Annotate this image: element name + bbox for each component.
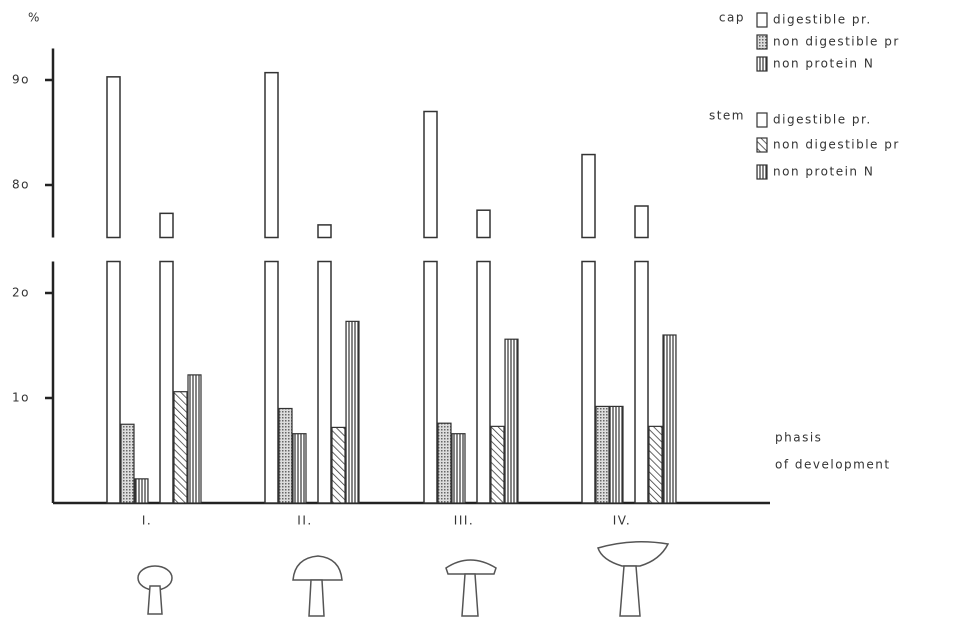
bar (649, 426, 662, 503)
bar (346, 321, 359, 503)
mushroom-icons (138, 542, 668, 616)
legend-swatch (757, 113, 767, 127)
y-tick-label: 2o (12, 286, 30, 300)
bar-lower-part (424, 262, 437, 504)
bar (596, 406, 609, 503)
legend-swatch (757, 35, 767, 49)
legend-swatch (757, 138, 767, 152)
bar (279, 409, 292, 504)
legend-label: non digestible pr (773, 138, 900, 152)
legend-group: cap (719, 11, 745, 25)
chart: % phasis of development 1o 2o 8o 9o I. II. III… (0, 0, 970, 621)
bar (505, 339, 518, 503)
x-tick-label: II. (297, 514, 312, 528)
bar (582, 155, 595, 238)
bar (477, 210, 490, 237)
bar-lower-part (160, 262, 173, 504)
bar-lower-part (107, 262, 120, 504)
bar (174, 392, 187, 503)
legend-swatch (757, 57, 767, 71)
bar-lower-part (318, 262, 331, 504)
bar (424, 112, 437, 238)
bar (491, 426, 504, 503)
bar (610, 406, 623, 503)
legend-swatch (757, 165, 767, 179)
y-tick-label: 1o (12, 391, 30, 405)
bar-lower-part (265, 262, 278, 504)
x-tick-label: III. (454, 514, 474, 528)
legend-label: digestible pr. (773, 13, 872, 27)
bar (438, 423, 451, 503)
bar (121, 424, 134, 503)
legend-swatch (757, 13, 767, 27)
bar (318, 225, 331, 238)
x-tick-label: I. (142, 514, 152, 528)
legend-label: non protein N (773, 165, 874, 179)
bar (332, 427, 345, 503)
bar (188, 375, 201, 503)
x-axis-label: phasis (775, 431, 822, 445)
y-tick-label: 9o (12, 73, 30, 87)
legend-label: non protein N (773, 57, 874, 71)
x-axis-label: of development (775, 458, 891, 472)
bar (107, 77, 120, 238)
bar-lower-part (582, 262, 595, 504)
bar (635, 206, 648, 238)
bar (265, 73, 278, 238)
bar (160, 213, 173, 237)
legend-group: stem (709, 109, 745, 123)
bar (135, 479, 148, 503)
x-tick-label: IV. (613, 514, 632, 528)
y-tick-label: 8o (12, 178, 30, 192)
y-axis-label: % (28, 11, 41, 25)
bar (663, 335, 676, 503)
bar-lower-part (635, 262, 648, 504)
bar (293, 434, 306, 503)
legend-label: non digestible pr (773, 35, 900, 49)
bar-lower-part (477, 262, 490, 504)
bar (452, 434, 465, 503)
legend-label: digestible pr. (773, 113, 872, 127)
